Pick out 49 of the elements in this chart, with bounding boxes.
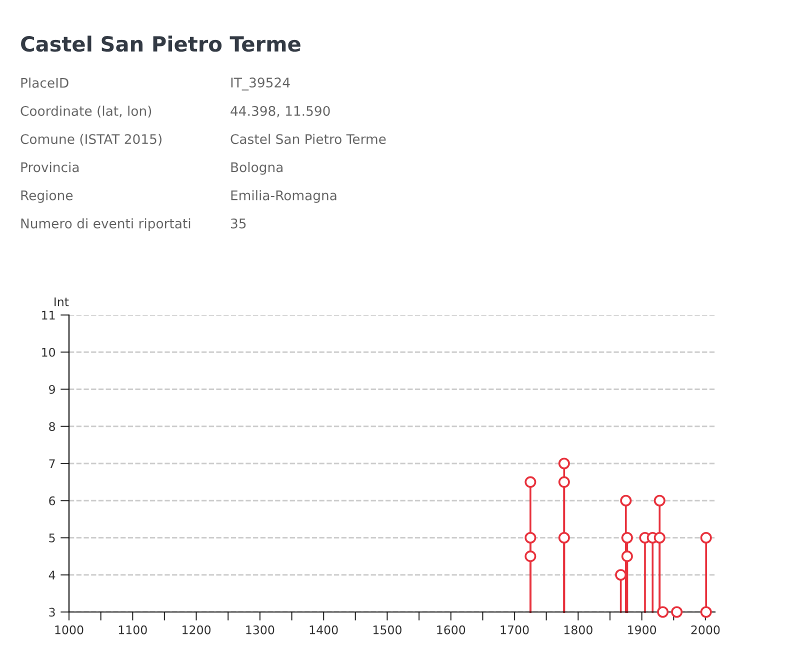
x-tick-label: 1500 [374, 625, 402, 634]
text: Castel San Pietro Terme [230, 134, 386, 144]
x-tick-label: 1100 [118, 625, 147, 634]
y-tick-label: 5 [49, 534, 55, 542]
point [671, 606, 683, 618]
y-tick-label: 11 [42, 310, 55, 320]
x-tick-label: 1900 [628, 625, 656, 634]
y-tick-label: 6 [49, 496, 56, 506]
text: Castel San Pietro Terme [21, 36, 300, 52]
x-tick-label: 1200 [182, 625, 211, 634]
x-tick-label: 2000 [691, 625, 720, 634]
y-tick-label: 8 [49, 422, 55, 432]
text: Bologna [231, 162, 282, 175]
text: Regione [21, 190, 73, 203]
y-tick-label: 7 [49, 459, 55, 468]
point [654, 494, 666, 506]
text: IT_39524 [231, 78, 290, 90]
point [524, 476, 536, 488]
y-axis-title: Int [54, 297, 69, 306]
text: Emilia-Romagna [231, 190, 336, 203]
y-tick-label: 3 [49, 608, 55, 617]
y-tick-label: 4 [48, 570, 56, 580]
point [620, 494, 632, 506]
text: Coordinate (lat, lon) [20, 106, 152, 118]
point [524, 550, 536, 562]
text: Comune (ISTAT 2015) [20, 134, 162, 146]
text: 35 [231, 218, 246, 228]
x-tick-label: 1600 [437, 625, 466, 634]
point [558, 476, 570, 488]
x-tick-label: 1800 [564, 625, 592, 634]
x-tick-label: 1000 [55, 625, 84, 634]
point [700, 532, 712, 544]
point [524, 532, 536, 544]
text: PlaceID [21, 78, 68, 88]
point [621, 532, 633, 544]
text: 44.398, 11.590 [230, 106, 330, 118]
point [558, 532, 570, 544]
x-tick-label: 1300 [246, 625, 274, 634]
point [657, 606, 669, 618]
point [654, 532, 666, 544]
text: Provincia [21, 162, 79, 172]
text: Numero di eventi riportati [21, 218, 190, 232]
y-tick-label: 9 [49, 384, 55, 394]
point [558, 458, 570, 470]
point [700, 606, 712, 618]
x-tick-label: 1700 [500, 625, 529, 634]
point [621, 550, 633, 562]
x-tick-label: 1400 [310, 625, 338, 634]
y-tick-label: 10 [42, 348, 56, 357]
